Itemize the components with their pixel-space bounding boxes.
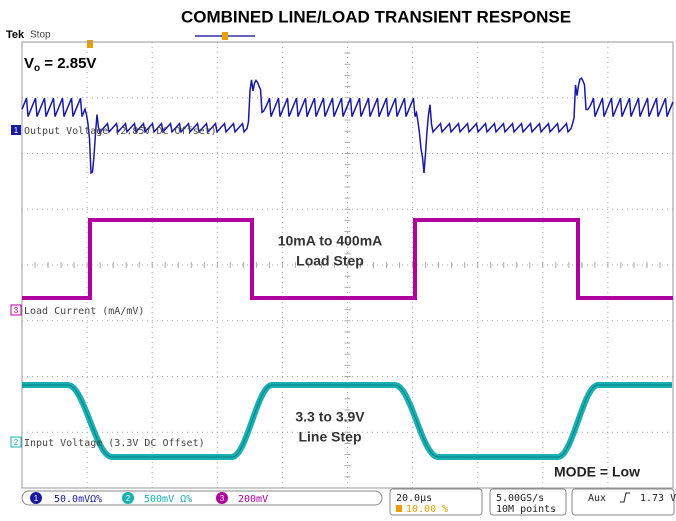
trigger-source: Aux	[588, 493, 606, 504]
timebase-box	[389, 488, 483, 516]
ch1-scale: 50.0mVΩ%	[54, 494, 102, 505]
title: COMBINED LINE/LOAD TRANSIENT RESPONSE	[181, 7, 571, 26]
ch1-label: Output Voltage (2.85V DC Offset)	[24, 126, 217, 137]
brand: Tek	[6, 29, 25, 41]
sample-rate: 5.00GS/s	[496, 493, 544, 504]
vo-sub: o	[34, 63, 40, 74]
ch3-badge	[216, 492, 228, 504]
ch3-label: Load Current (mA/mV)	[24, 306, 144, 317]
ch1-marker	[11, 125, 21, 135]
position: 10.00 %	[406, 504, 448, 515]
ch2-marker	[10, 436, 22, 448]
load-annotation-1: 10mA to 400mA	[278, 233, 383, 249]
line-annotation-1: 3.3 to 3.9V	[295, 409, 365, 425]
ch3-scale: 200mV	[238, 494, 268, 505]
line-annotation-2: Line Step	[298, 429, 361, 445]
timebase: 20.0µs	[396, 493, 432, 504]
channel-box	[21, 490, 383, 506]
load-current-trace	[22, 218, 673, 300]
trigger-pos-marker	[222, 32, 228, 40]
mode-annotation: MODE = Low	[554, 464, 640, 480]
load-annotation-2: Load Step	[296, 253, 364, 269]
ch3-badge-num: 3	[220, 494, 225, 503]
trigger-level: 1.73 V	[640, 493, 676, 504]
ch2-scale: 500mV Ω%	[144, 494, 192, 505]
output-voltage-trace	[21, 76, 674, 175]
ch1-badge-num: 1	[34, 494, 39, 503]
ch2-badge	[122, 492, 134, 504]
status-bar: 1 50.0mVΩ% 2 500mV Ω% 3 200mV 20.0µs 10.…	[21, 488, 676, 516]
acq-box	[489, 488, 567, 516]
vo-label: Vo = 2.85V	[24, 55, 96, 74]
ch1-marker-num: 1	[14, 126, 19, 135]
position-icon	[396, 505, 402, 512]
ch3-marker-num: 3	[14, 306, 19, 315]
ch2-marker-num: 2	[14, 438, 19, 447]
trigger-slope	[620, 492, 630, 503]
ch3-marker	[10, 304, 22, 316]
graticule-frame	[21, 41, 674, 489]
trigger-marker	[87, 40, 93, 48]
run-state: Stop	[30, 30, 51, 41]
input-voltage-trace-core	[22, 384, 672, 458]
ch1-badge	[30, 492, 42, 504]
record-length: 10M points	[496, 504, 556, 515]
graticule	[21, 41, 674, 489]
ch2-badge-num: 2	[126, 494, 131, 503]
vo-rest: = 2.85V	[40, 55, 96, 72]
ch2-label: Input Voltage (3.3V DC Offset)	[24, 438, 205, 449]
vo-main: V	[24, 55, 34, 72]
